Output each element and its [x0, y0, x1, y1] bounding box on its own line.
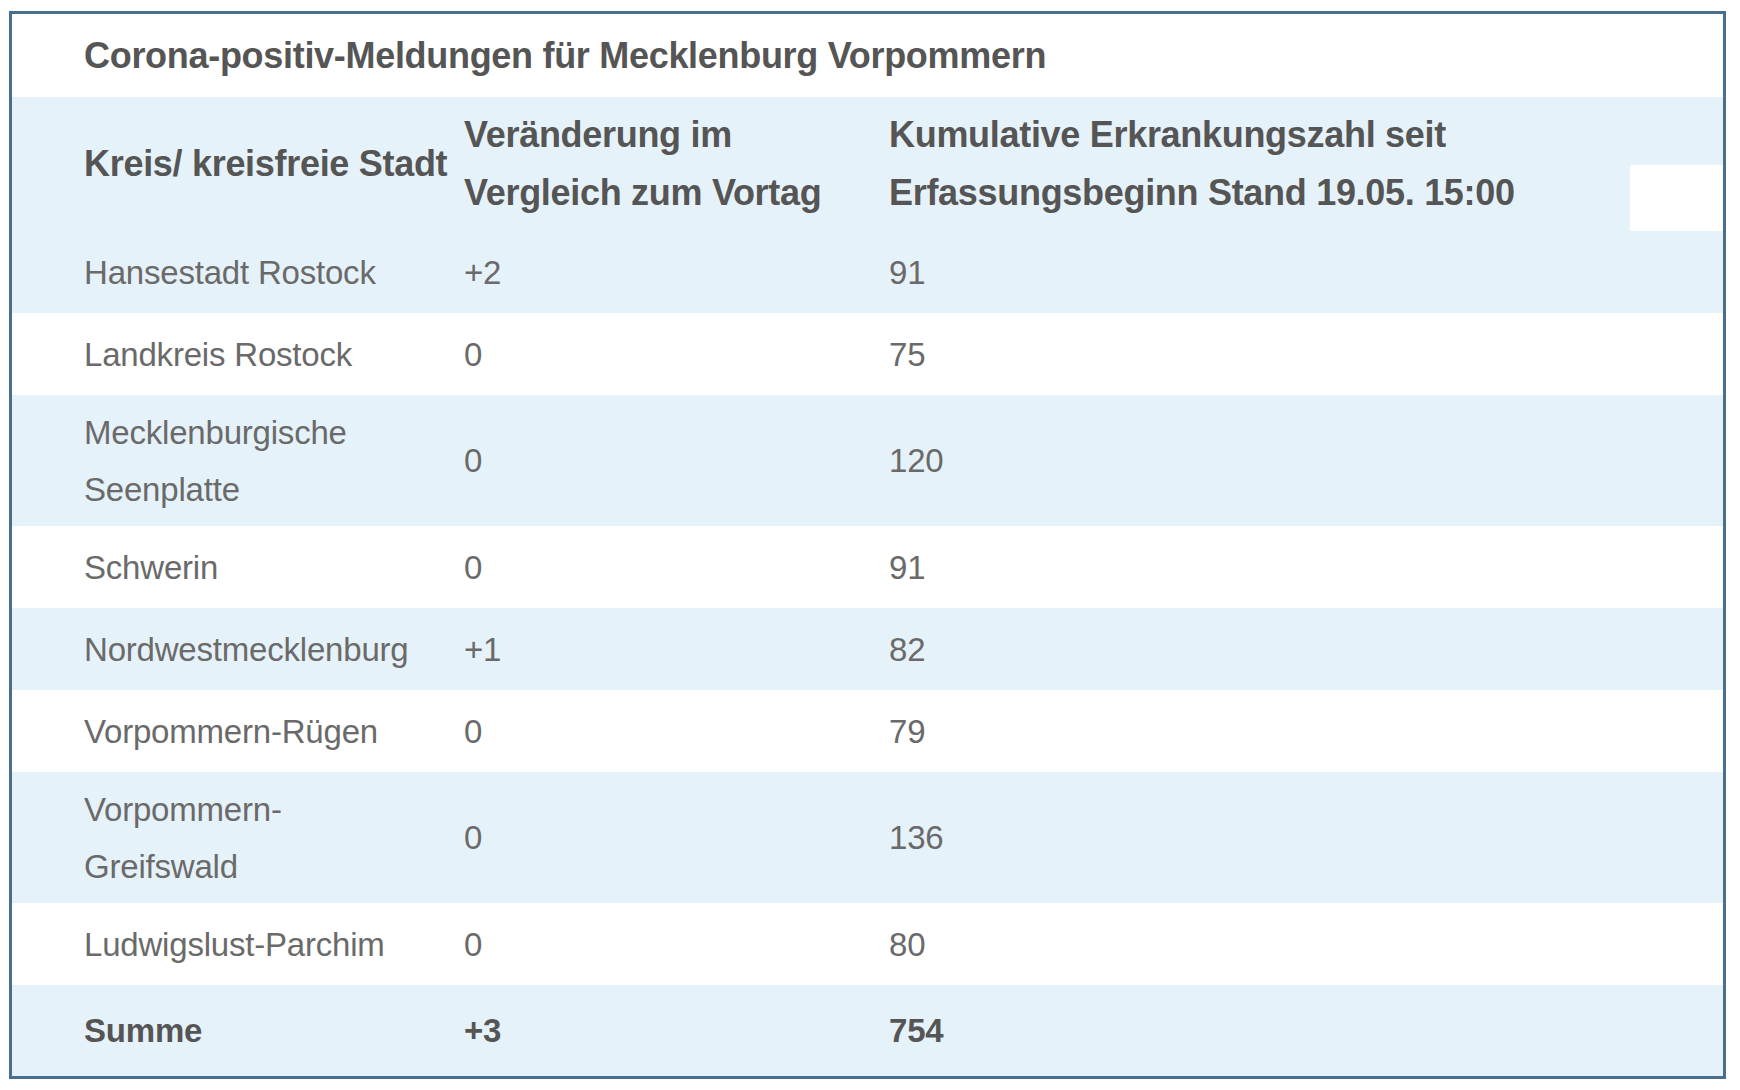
cell-cumulative: 91 — [889, 539, 1703, 596]
cell-kreis: Hansestadt Rostock — [84, 244, 464, 301]
cell-cumulative: 136 — [889, 809, 1703, 866]
cell-change-total: +3 — [464, 1002, 889, 1059]
row-nordwestmecklenburg: Nordwestmecklenburg +1 82 — [12, 608, 1723, 690]
table-title: Corona-positiv-Meldungen für Mecklenburg… — [84, 35, 1046, 77]
corona-report-table: Corona-positiv-Meldungen für Mecklenburg… — [9, 11, 1726, 1079]
row-summe-total: Summe +3 754 — [12, 985, 1723, 1076]
cell-change: +2 — [464, 244, 889, 301]
header-white-cutout — [1630, 165, 1723, 231]
cell-cumulative: 79 — [889, 703, 1703, 760]
cell-change: +1 — [464, 621, 889, 678]
cell-cumulative: 80 — [889, 916, 1703, 973]
row-mecklenburgische-seenplatte: Mecklenburgische Seenplatte 0 120 — [12, 395, 1723, 526]
cell-cumulative: 120 — [889, 432, 1703, 489]
table-title-row: Corona-positiv-Meldungen für Mecklenburg… — [12, 14, 1723, 97]
row-landkreis-rostock: Landkreis Rostock 0 75 — [12, 313, 1723, 395]
cell-change: 0 — [464, 432, 889, 489]
row-vorpommern-ruegen: Vorpommern-Rügen 0 79 — [12, 690, 1723, 772]
row-ludwigslust-parchim: Ludwigslust-Parchim 0 80 — [12, 903, 1723, 985]
cell-kreis: Ludwigslust-Parchim — [84, 916, 464, 973]
cell-change: 0 — [464, 916, 889, 973]
row-hansestadt-rostock: Hansestadt Rostock +2 91 — [12, 231, 1723, 313]
cell-cumulative-total: 754 — [889, 1002, 1703, 1059]
cell-cumulative: 82 — [889, 621, 1703, 678]
cell-cumulative: 75 — [889, 326, 1703, 383]
cell-change: 0 — [464, 539, 889, 596]
cell-kreis: Nordwestmecklenburg — [84, 621, 464, 678]
column-header-veraenderung: Veränderung im Vergleich zum Vortag — [464, 106, 889, 222]
cell-kreis: Vorpommern- Greifswald — [84, 781, 464, 895]
cell-cumulative: 91 — [889, 244, 1703, 301]
cell-kreis-total: Summe — [84, 1002, 464, 1059]
cell-change: 0 — [464, 809, 889, 866]
cell-kreis: Mecklenburgische Seenplatte — [84, 404, 464, 518]
cell-change: 0 — [464, 326, 889, 383]
cell-change: 0 — [464, 703, 889, 760]
column-header-kreis: Kreis/ kreisfreie Stadt — [84, 135, 464, 193]
column-header-kumulative: Kumulative Erkrankungszahl seit Erfassun… — [889, 106, 1703, 222]
row-vorpommern-greifswald: Vorpommern- Greifswald 0 136 — [12, 772, 1723, 903]
cell-kreis: Vorpommern-Rügen — [84, 703, 464, 760]
cell-kreis: Landkreis Rostock — [84, 326, 464, 383]
cell-kreis: Schwerin — [84, 539, 464, 596]
table-header-row: Kreis/ kreisfreie Stadt Veränderung im V… — [12, 97, 1723, 231]
row-schwerin: Schwerin 0 91 — [12, 526, 1723, 608]
